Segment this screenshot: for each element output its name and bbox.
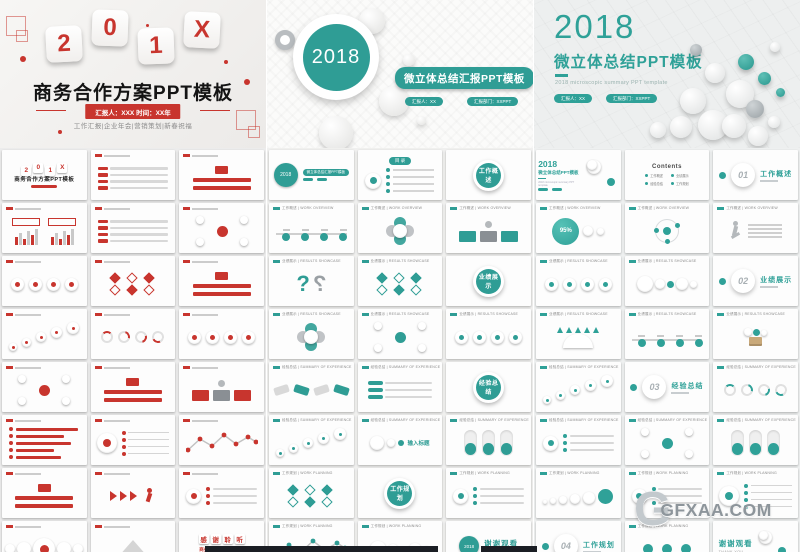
slide-thumbnail-qmarks: 业绩展示 | RESULTS SHOWCASE?? <box>269 256 354 306</box>
department-pill: 汇报部门：XXPPT <box>606 94 658 103</box>
template-subtitle-en: 2018 microscopic summary PPT template <box>555 80 668 86</box>
slide-thumbnail-grid: 业绩展示 | RESULTS SHOWCASE <box>357 256 443 306</box>
slide-thumbnail-cluster: 业绩展示 | RESULTS SHOWCASE <box>624 256 710 306</box>
year-circle: 2018 <box>293 14 379 100</box>
slide-thumbnail-ball95: 工作概述 | WORK OVERVIEW 95% <box>536 203 621 253</box>
panel-red-template: 2 0 1 X 商务合作方案PPT模板 汇报人：XXX 时间：XX年 工作汇报|… <box>0 0 266 552</box>
template-title: 微立体总结汇报PPT模板 <box>395 67 533 89</box>
year-tiles: 2 0 1 X <box>0 9 266 74</box>
slide-thumbnail-centerbars <box>2 468 87 518</box>
slide-thumbnail-runner: 工作概述 | WORK OVERVIEW <box>713 203 798 253</box>
slide-thumbnail-radial <box>179 203 264 253</box>
slide-thumbnail-rays: 业绩展示 | RESULTS SHOWCASE <box>536 309 621 359</box>
slide-thumbnail-zigzag <box>2 309 87 359</box>
slide-thumbnail-bigcircle: 工作规划 <box>357 468 443 518</box>
slide-thumbnail-radial: 业绩展示 | RESULTS SHOWCASE <box>357 309 443 359</box>
slide-thumbnail-dualbars <box>2 203 87 253</box>
cover-teal-mid-template: 2018 微立体总结汇报PPT模板 汇报人：XX 汇报部门：XXPPT <box>267 0 533 148</box>
slide-thumbnail-branch <box>179 468 264 518</box>
panel-teal-mid-template: 2018 微立体总结汇报PPT模板 汇报人：XX 汇报部门：XXPPT 2018… <box>267 0 533 552</box>
cover-red-template: 2 0 1 X 商务合作方案PPT模板 汇报人：XXX 时间：XX年 工作汇报|… <box>0 0 266 148</box>
slide-thumbnail-toc: 目 录 <box>357 150 443 200</box>
slide-thumbnail-section: 04 工作规划 <box>536 521 621 552</box>
cover-teal-right-template: 2018 微立体总结PPT模板 2018 microscopic summary… <box>534 0 800 148</box>
year-tile: 2 <box>45 25 83 63</box>
department-pill: 汇报部门：XXPPT <box>467 97 519 106</box>
slide-thumbnail-bigcircle: 业绩展示 <box>446 256 531 306</box>
year-tile: 0 <box>91 9 129 47</box>
reporter-pill: 汇报人：XX <box>405 97 444 106</box>
reporter-pill: 汇报人：XX <box>554 94 593 103</box>
slide-thumbnail-radial <box>2 362 87 412</box>
panel-teal-right-template: 2018 微立体总结PPT模板 2018 microscopic summary… <box>534 0 800 552</box>
slide-thumbnail-pills: 经验总结 | SUMMARY OF EXPERIENCE <box>446 415 531 465</box>
template-title: 商务合作方案PPT模板 <box>33 83 233 104</box>
thumbnail-grid: 2018 微立体总结汇报PPT模板目 录工作概述 工作概述 | WORK OVERV… <box>269 150 531 552</box>
slide-thumbnail-donuts <box>90 309 176 359</box>
slide-thumbnail-org <box>179 362 264 412</box>
slide-thumbnail-list <box>90 150 176 200</box>
slide-thumbnail-donuts: 经验总结 | SUMMARY OF EXPERIENCE <box>713 362 798 412</box>
slide-thumbnail-section: 02 业绩展示 <box>713 256 798 306</box>
slide-thumbnail-centerbars <box>179 150 264 200</box>
slide-thumbnail-chevrons <box>90 468 176 518</box>
slide-thumbnail-bubbles: 经验总结 | SUMMARY OF EXPERIENCE 输入标题 <box>357 415 443 465</box>
slide-thumbnail-nums: 工作规划 | WORK PLANNING <box>624 521 710 552</box>
slide-thumbnail-bigcircle: 工作概述 <box>446 150 531 200</box>
slide-thumbnail-centerbars <box>179 256 264 306</box>
slide-thumbnail-branch: 工作规划 | WORK PLANNING <box>624 468 710 518</box>
slide-thumbnail-circles: 业绩展示 | RESULTS SHOWCASE <box>536 256 621 306</box>
slide-thumbnail-circlelist: 工作规划 | WORK PLANNING <box>713 468 798 518</box>
slide-thumbnail-boxballs: 业绩展示 | RESULTS SHOWCASE <box>713 309 798 359</box>
slide-thumbnail-bigcircle: 经验总结 <box>446 362 531 412</box>
slide-thumbnail-circles <box>2 256 87 306</box>
slide-thumbnail-pyramid <box>90 521 176 552</box>
thumbnail-grid: 2018 微立体总结PPT模板 2018 microscopic summary P… <box>536 150 798 552</box>
slide-thumbnail-tags: 经验总结 | SUMMARY OF EXPERIENCE <box>269 362 354 412</box>
slide-thumbnail-centerbars <box>90 362 176 412</box>
slide-thumbnail-circles <box>179 309 264 359</box>
year-tile: 1 <box>137 27 175 65</box>
slide-thumbnail-orbit: 工作概述 | WORK OVERVIEW <box>624 203 710 253</box>
slide-thumbnail-pills: 经验总结 | SUMMARY OF EXPERIENCE <box>713 415 798 465</box>
slide-thumbnail-timeline: 业绩展示 | RESULTS SHOWCASE <box>624 309 710 359</box>
slide-thumbnail-cover_right: 2018 微立体总结PPT模板 2018 microscopic summary P… <box>536 150 621 200</box>
slide-thumbnail-circlelist <box>90 415 176 465</box>
slide-thumbnail-timeline: 工作概述 | WORK OVERVIEW <box>269 203 354 253</box>
slide-thumbnail-org: 工作概述 | WORK OVERVIEW <box>446 203 531 253</box>
slide-thumbnail-zigzag: 经验总结 | SUMMARY OF EXPERIENCE <box>269 415 354 465</box>
slide-thumbnail-branch: 工作规划 | WORK PLANNING <box>446 468 531 518</box>
slide-thumbnail-hbars <box>2 415 87 465</box>
slide-thumbnail-branch: 经验总结 | SUMMARY OF EXPERIENCE <box>536 415 621 465</box>
slide-thumbnail-grid: 工作规划 | WORK PLANNING <box>269 468 354 518</box>
slide-thumbnail-flower: 业绩展示 | RESULTS SHOWCASE <box>269 309 354 359</box>
slide-thumbnail-grid <box>90 256 176 306</box>
slide-thumbnail-thank_right: 谢谢观看THANK YOU <box>713 521 798 552</box>
slide-thumbnail-grow: 工作规划 | WORK PLANNING <box>536 468 621 518</box>
clipped-slide-row <box>205 546 438 552</box>
slide-thumbnail-line <box>179 415 264 465</box>
slide-thumbnail-section: 01 工作概述 <box>713 150 798 200</box>
slide-thumbnail-flower: 工作概述 | WORK OVERVIEW <box>357 203 443 253</box>
year-tile: X <box>183 11 221 49</box>
slide-thumbnail-bigrow <box>2 521 87 552</box>
decor-ball-cluster <box>650 18 800 148</box>
clipped-slide-row <box>481 546 537 552</box>
year-text: 2018 <box>554 8 636 45</box>
template-title: 微立体总结PPT模板 <box>554 54 703 71</box>
slide-thumbnail-zigzag: 经验总结 | SUMMARY OF EXPERIENCE <box>536 362 621 412</box>
slide-thumbnail-radial: 经验总结 | SUMMARY OF EXPERIENCE <box>624 415 710 465</box>
template-subtitle: 工作汇报|企业年会|营销策划|新春祝福 <box>73 123 193 130</box>
slide-thumbnail-circles: 业绩展示 | RESULTS SHOWCASE <box>446 309 531 359</box>
slide-thumbnail-cover_mid: 2018 微立体总结汇报PPT模板 <box>269 150 354 200</box>
slide-thumbnail-arrows: 经验总结 | SUMMARY OF EXPERIENCE <box>357 362 443 412</box>
decor-ring <box>275 30 295 50</box>
reporter-ribbon: 汇报人：XXX 时间：XX年 <box>85 104 181 119</box>
slide-thumbnail-list <box>90 203 176 253</box>
slide-thumbnail-contents: Contents 工作概述 业绩展示 经验总结 工作规划 <box>624 150 710 200</box>
slide-thumbnail-section: 03 经验总结 <box>624 362 710 412</box>
